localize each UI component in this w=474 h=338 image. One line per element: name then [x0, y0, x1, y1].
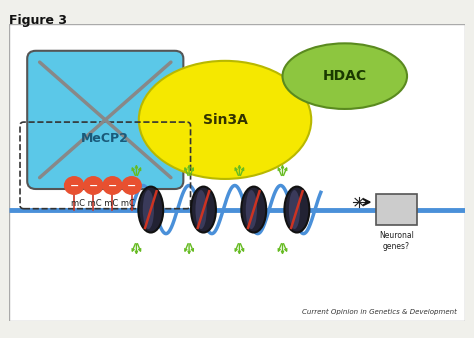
FancyBboxPatch shape — [9, 24, 465, 321]
FancyBboxPatch shape — [27, 51, 183, 189]
Text: Current Opinion in Genetics & Development: Current Opinion in Genetics & Developmen… — [302, 309, 457, 315]
Circle shape — [84, 177, 103, 194]
Text: HDAC: HDAC — [323, 69, 367, 83]
Text: MeCP2: MeCP2 — [82, 132, 129, 145]
Circle shape — [122, 177, 141, 194]
Ellipse shape — [195, 190, 207, 229]
Ellipse shape — [283, 43, 407, 109]
Text: mC mC mC mC: mC mC mC mC — [71, 199, 135, 208]
Text: −: − — [89, 180, 98, 191]
Text: −: − — [108, 180, 117, 191]
Ellipse shape — [191, 187, 216, 233]
Ellipse shape — [143, 190, 154, 229]
Ellipse shape — [241, 187, 266, 233]
Text: −: − — [127, 180, 137, 191]
Circle shape — [64, 177, 84, 194]
Circle shape — [103, 177, 122, 194]
Ellipse shape — [289, 190, 300, 229]
Text: Figure 3: Figure 3 — [9, 14, 67, 26]
Ellipse shape — [138, 187, 163, 233]
Bar — [376, 194, 417, 225]
Text: Sin3A: Sin3A — [202, 113, 247, 127]
Ellipse shape — [246, 190, 257, 229]
Text: Neuronal
genes?: Neuronal genes? — [379, 232, 414, 251]
Ellipse shape — [139, 61, 311, 179]
Text: −: − — [70, 180, 79, 191]
Ellipse shape — [284, 187, 310, 233]
